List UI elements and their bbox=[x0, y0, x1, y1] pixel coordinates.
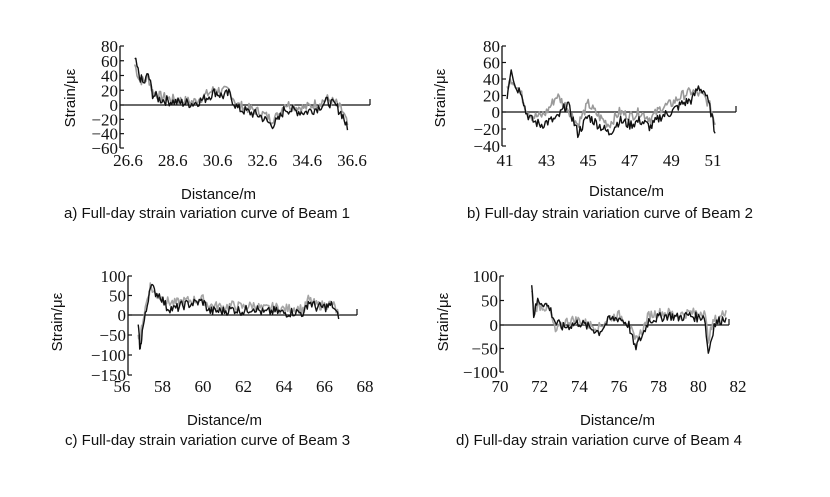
x-tick-label: 82 bbox=[730, 377, 747, 396]
x-tick-label: 62 bbox=[235, 377, 252, 396]
y-tick-label: 40 bbox=[483, 70, 500, 89]
x-tick-label: 56 bbox=[114, 377, 131, 396]
chart-panel-a: 80 60 40 20 0 −20 −40 −60 26.6 28.6 30.6 32.6 34.6 36… bbox=[0, 0, 415, 240]
y-tick-label: 20 bbox=[101, 81, 118, 100]
chart-d-xlabel: Distance/m bbox=[580, 412, 656, 429]
y-axis-label: Strain/με bbox=[432, 68, 449, 127]
chart-a-xlabel: Distance/m bbox=[181, 186, 257, 203]
x-tick-label: 58 bbox=[154, 377, 171, 396]
x-tick-label: 45 bbox=[580, 151, 597, 170]
y-tick-label: 100 bbox=[473, 267, 499, 286]
y-axis-label: Strain/με bbox=[62, 68, 79, 127]
x-tick-label: 74 bbox=[571, 377, 589, 396]
x-tick-label: 78 bbox=[650, 377, 667, 396]
x-tick-label: 64 bbox=[276, 377, 294, 396]
y-tick-label: 0 bbox=[110, 96, 119, 115]
y-tick-label: 20 bbox=[483, 87, 500, 106]
x-tick-label: 68 bbox=[357, 377, 374, 396]
y-axis-label: Strain/με bbox=[435, 292, 452, 351]
y-tick-label: −60 bbox=[91, 139, 118, 158]
y-tick-label: 100 bbox=[101, 267, 127, 286]
x-tick-label: 70 bbox=[492, 377, 509, 396]
y-tick-label: 0 bbox=[490, 316, 499, 335]
chart-b-xlabel: Distance/m bbox=[589, 183, 665, 200]
x-tick-label: 72 bbox=[531, 377, 548, 396]
strain-series-line bbox=[134, 57, 349, 131]
y-axis-label: Strain/με bbox=[49, 292, 66, 351]
y-tick-label: −100 bbox=[91, 346, 126, 365]
x-tick-label: 32.6 bbox=[248, 151, 278, 170]
x-tick-label: 43 bbox=[538, 151, 555, 170]
chart-panel-c: 100 50 0 −50 −100 −150 56 58 60 62 64 66 68 Strain/με… bbox=[49, 267, 374, 449]
strain-series-line bbox=[531, 285, 727, 354]
x-tick-label: 66 bbox=[316, 377, 333, 396]
strain-series-line bbox=[506, 69, 716, 139]
y-tick-label: −100 bbox=[463, 363, 498, 382]
y-tick-label: −20 bbox=[473, 120, 500, 139]
y-tick-label: 50 bbox=[481, 292, 498, 311]
y-tick-label: −40 bbox=[91, 125, 118, 144]
chart-d-caption: d) Full-day strain variation curve of Be… bbox=[456, 432, 742, 449]
x-tick-label: 26.6 bbox=[113, 151, 143, 170]
y-tick-label: 40 bbox=[101, 67, 118, 86]
y-tick-label: 60 bbox=[101, 52, 118, 71]
y-tick-label: −20 bbox=[91, 110, 118, 129]
x-tick-label: 28.6 bbox=[158, 151, 188, 170]
y-tick-label: 50 bbox=[109, 287, 126, 306]
x-tick-label: 34.6 bbox=[292, 151, 322, 170]
strain-series-line bbox=[506, 78, 716, 129]
chart-c-caption: c) Full-day strain variation curve of Be… bbox=[65, 432, 351, 449]
y-tick-label: −50 bbox=[99, 326, 126, 345]
x-tick-label: 41 bbox=[497, 151, 514, 170]
y-tick-label: 80 bbox=[483, 37, 500, 56]
x-tick-label: 30.6 bbox=[203, 151, 233, 170]
y-tick-label: 0 bbox=[118, 306, 127, 325]
x-tick-label: 60 bbox=[195, 377, 212, 396]
x-tick-label: 36.6 bbox=[337, 151, 367, 170]
chart-c-xlabel: Distance/m bbox=[187, 412, 263, 429]
x-tick-label: 80 bbox=[690, 377, 707, 396]
strain-series-line bbox=[137, 283, 340, 350]
y-tick-label: −50 bbox=[471, 340, 498, 359]
y-tick-label: 0 bbox=[492, 103, 501, 122]
chart-b-caption: b) Full-day strain variation curve of Be… bbox=[467, 205, 753, 222]
x-tick-label: 51 bbox=[705, 151, 722, 170]
x-tick-label: 76 bbox=[611, 377, 628, 396]
chart-panel-b: 80 60 40 20 0 −20 −40 41 43 45 47 49 51 Strain/με Dis… bbox=[0, 0, 830, 240]
x-tick-label: 47 bbox=[621, 151, 639, 170]
chart-a-caption: a) Full-day strain variation curve of Be… bbox=[64, 205, 350, 222]
x-tick-label: 49 bbox=[663, 151, 680, 170]
y-tick-label: 80 bbox=[101, 37, 118, 56]
y-tick-label: −40 bbox=[473, 137, 500, 156]
y-tick-label: −150 bbox=[91, 366, 126, 385]
y-tick-label: 60 bbox=[483, 54, 500, 73]
